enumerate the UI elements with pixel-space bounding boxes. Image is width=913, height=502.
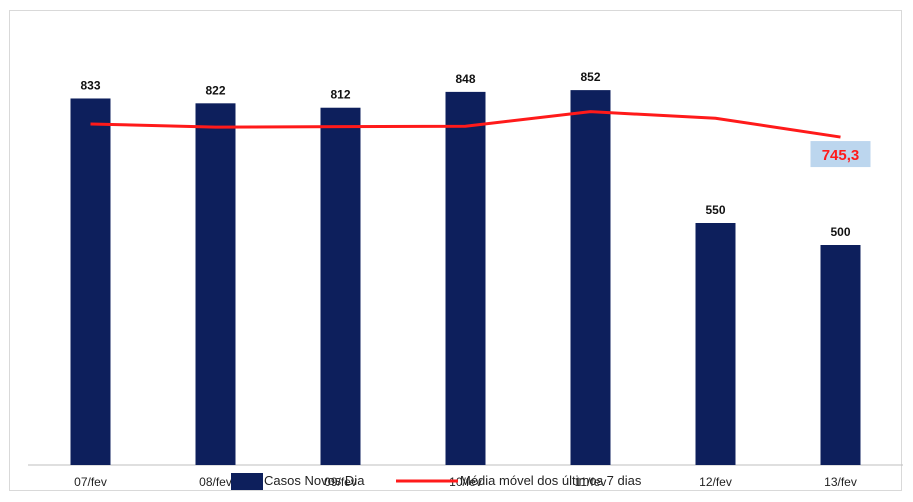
bar-12/fev <box>695 223 736 465</box>
moving-average-line <box>90 110 841 139</box>
data-label-13/fev: 500 <box>830 225 850 239</box>
data-label-11/fev: 852 <box>580 70 600 84</box>
x-tick-12/fev: 12/fev <box>699 475 732 489</box>
bar-09/fev <box>320 107 361 465</box>
bar-11/fev <box>570 90 611 466</box>
legend-bar-label: Casos Novos Dia <box>264 473 365 488</box>
data-label-09/fev: 812 <box>330 88 350 102</box>
bar-series <box>70 90 861 466</box>
x-tick-08/fev: 08/fev <box>199 475 232 489</box>
legend-line-label: Média móvel dos últimos 7 dias <box>460 473 642 488</box>
callout-background <box>810 141 871 168</box>
data-labels: 833 822 812 848 852 550 500 <box>80 70 850 239</box>
bar-07/fev <box>70 98 111 465</box>
x-tick-09/fev: 09/fev <box>324 475 357 489</box>
bar-13/fev <box>820 245 861 465</box>
x-tick-labels: 07/fev 08/fev 09/fev 10/fev 11/fev 12/fev 13/f… <box>74 475 857 489</box>
data-label-12/fev: 550 <box>705 203 725 217</box>
callout-value: 745,3 <box>822 147 860 164</box>
x-tick-10/fev: 10/fev <box>449 475 482 489</box>
legend: Casos Novos Dia Média móvel dos últimos … <box>231 473 642 490</box>
data-label-07/fev: 833 <box>80 78 100 92</box>
x-tick-11/fev: 11/fev <box>575 475 607 489</box>
data-label-08/fev: 822 <box>205 83 225 97</box>
bar-08/fev <box>195 103 236 465</box>
legend-bar-swatch <box>231 473 263 490</box>
x-tick-13/fev: 13/fev <box>824 475 857 489</box>
bar-10/fev <box>445 91 486 465</box>
x-tick-07/fev: 07/fev <box>74 475 107 489</box>
callout-box: 745,3 <box>810 141 871 168</box>
data-label-10/fev: 848 <box>455 72 475 86</box>
